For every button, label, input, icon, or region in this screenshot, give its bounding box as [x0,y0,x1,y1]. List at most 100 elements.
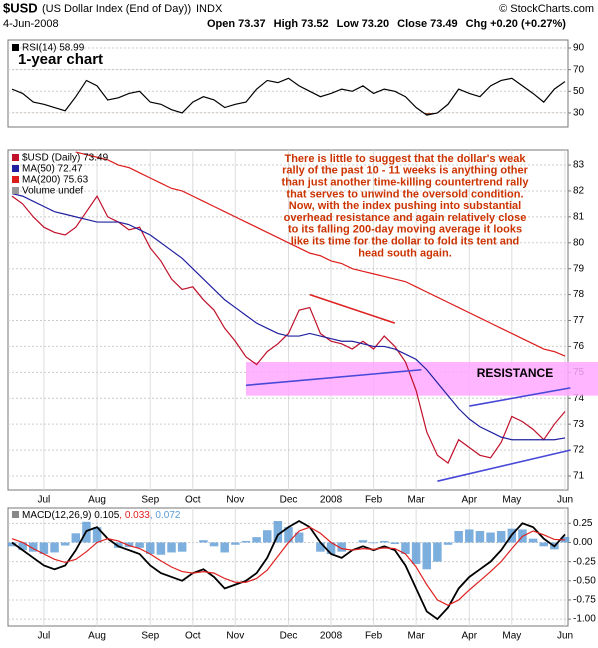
histogram-bar [454,530,463,543]
series-line [11,519,566,621]
legend-swatch [12,44,19,51]
y-tick-label: -0.25 [573,556,596,567]
y-tick-label: -1.00 [573,614,596,625]
x-tick-label: 2008 [320,631,343,642]
legend-entry: RSI(14) 58.99 [22,43,85,54]
x-tick-label: Jul [38,631,51,642]
histogram-bar [433,542,442,562]
histogram-bar [358,540,368,543]
annotation-line: head south again. [358,247,452,259]
histogram-bar [71,533,81,543]
x-tick-label: Nov [226,631,244,642]
histogram-bar [7,542,17,547]
y-tick-label: -0.50 [573,575,596,586]
x-tick-label: Feb [365,495,383,506]
x-tick-label: May [502,631,521,642]
stat-value: 73.49 [430,18,458,30]
y-tick-label: 73 [573,419,585,430]
y-tick-label: 71 [573,471,585,482]
x-tick-label: Sep [141,631,159,642]
x-tick-label: 2008 [320,495,343,506]
legend-entry: , 0.033 [119,510,150,521]
histogram-bar [29,542,38,552]
x-tick-label: Oct [185,495,201,506]
x-tick-label: Nov [226,495,244,506]
histogram-bar [156,542,166,555]
y-tick-label: -0.75 [573,595,596,606]
legend: MACD(12,26,9) 0.105, 0.033, 0.072 [22,510,181,521]
x-tick-label: Apr [462,495,478,506]
legend-entry: MACD(12,26,9) 0.105 [22,510,120,521]
annotation-line: than just another time-killing countertr… [282,177,530,189]
legend-entry: Volume undef [22,186,83,197]
histogram-bar [379,540,389,543]
series-line [11,526,566,606]
histogram-bar [220,542,229,553]
title: (US Dollar Index (End of Day)) [42,3,191,15]
histogram-bar [60,542,70,546]
x-tick-label: Jun [557,495,573,506]
legend-swatch [12,511,19,518]
trendline [309,293,396,324]
series-line [11,192,566,441]
y-tick-label: 0.00 [573,537,593,548]
histogram-bar [465,529,474,543]
ohlc-stats: Open 73.37 High 73.52 Low 73.20 Close 73.49 Chg +… [207,18,566,30]
histogram-bar [486,532,495,543]
histogram-bar [273,521,283,543]
histogram-bar [209,542,219,547]
histogram-bar [390,542,400,545]
stat-label: Chg [466,18,487,30]
annotation-line: like its time for the dollar to fold its… [291,236,520,248]
histogram-bar [443,542,453,545]
x-tick-label: May [502,495,521,506]
stat-label: Low [337,18,359,30]
x-tick-label: Apr [462,631,478,642]
annotation-line: to its falling 200-day moving average it… [288,224,522,236]
histogram-bar [167,542,176,553]
y-tick-label: 70 [573,64,585,75]
stat-value: +0.20 (+0.27%) [490,18,566,30]
histogram-bar [369,542,378,544]
histogram-bar [411,542,421,564]
symbol: $USD [3,0,38,15]
histogram-bar [326,542,336,554]
histogram-bar [496,530,506,543]
y-tick-label: 0.25 [573,518,593,529]
histogram-bar [135,542,144,548]
histogram-bar [145,542,155,554]
series-line [11,194,566,464]
resistance-band [245,361,598,396]
x-tick-label: Mar [407,631,425,642]
y-tick-label: 81 [573,212,585,223]
legend-entry: MA(200) 75.63 [22,175,89,186]
y-tick-label: 82 [573,186,585,197]
trendline [469,387,571,407]
y-tick-label: 76 [573,341,585,352]
legend-swatch [12,187,19,194]
histogram-bar [294,532,304,543]
legend-swatch [12,165,19,172]
stat-label: High [274,18,299,30]
y-tick-label: 72 [573,445,585,456]
y-tick-label: 77 [573,315,585,326]
legend-swatch [12,176,19,183]
histogram-bar [539,542,548,547]
stat-value: 73.20 [362,18,390,30]
histogram-bar [337,542,346,552]
trendline [437,449,571,482]
x-tick-label: Oct [185,631,201,642]
annotation-line: Now, with the index pushing into substan… [289,200,521,212]
histogram-bar [422,542,432,570]
caption: 1-year chart [18,51,103,68]
x-tick-label: Dec [280,631,298,642]
legend-swatch [12,154,19,161]
histogram-bar [92,527,102,543]
x-tick-label: Sep [141,495,159,506]
annotation-line: that serves to unwind the oversold condi… [286,188,523,200]
histogram-bar [475,530,485,543]
legend-entry: $USD (Daily) 73.49 [22,153,109,164]
histogram-bar [241,540,251,543]
x-tick-label: Jun [557,631,573,642]
